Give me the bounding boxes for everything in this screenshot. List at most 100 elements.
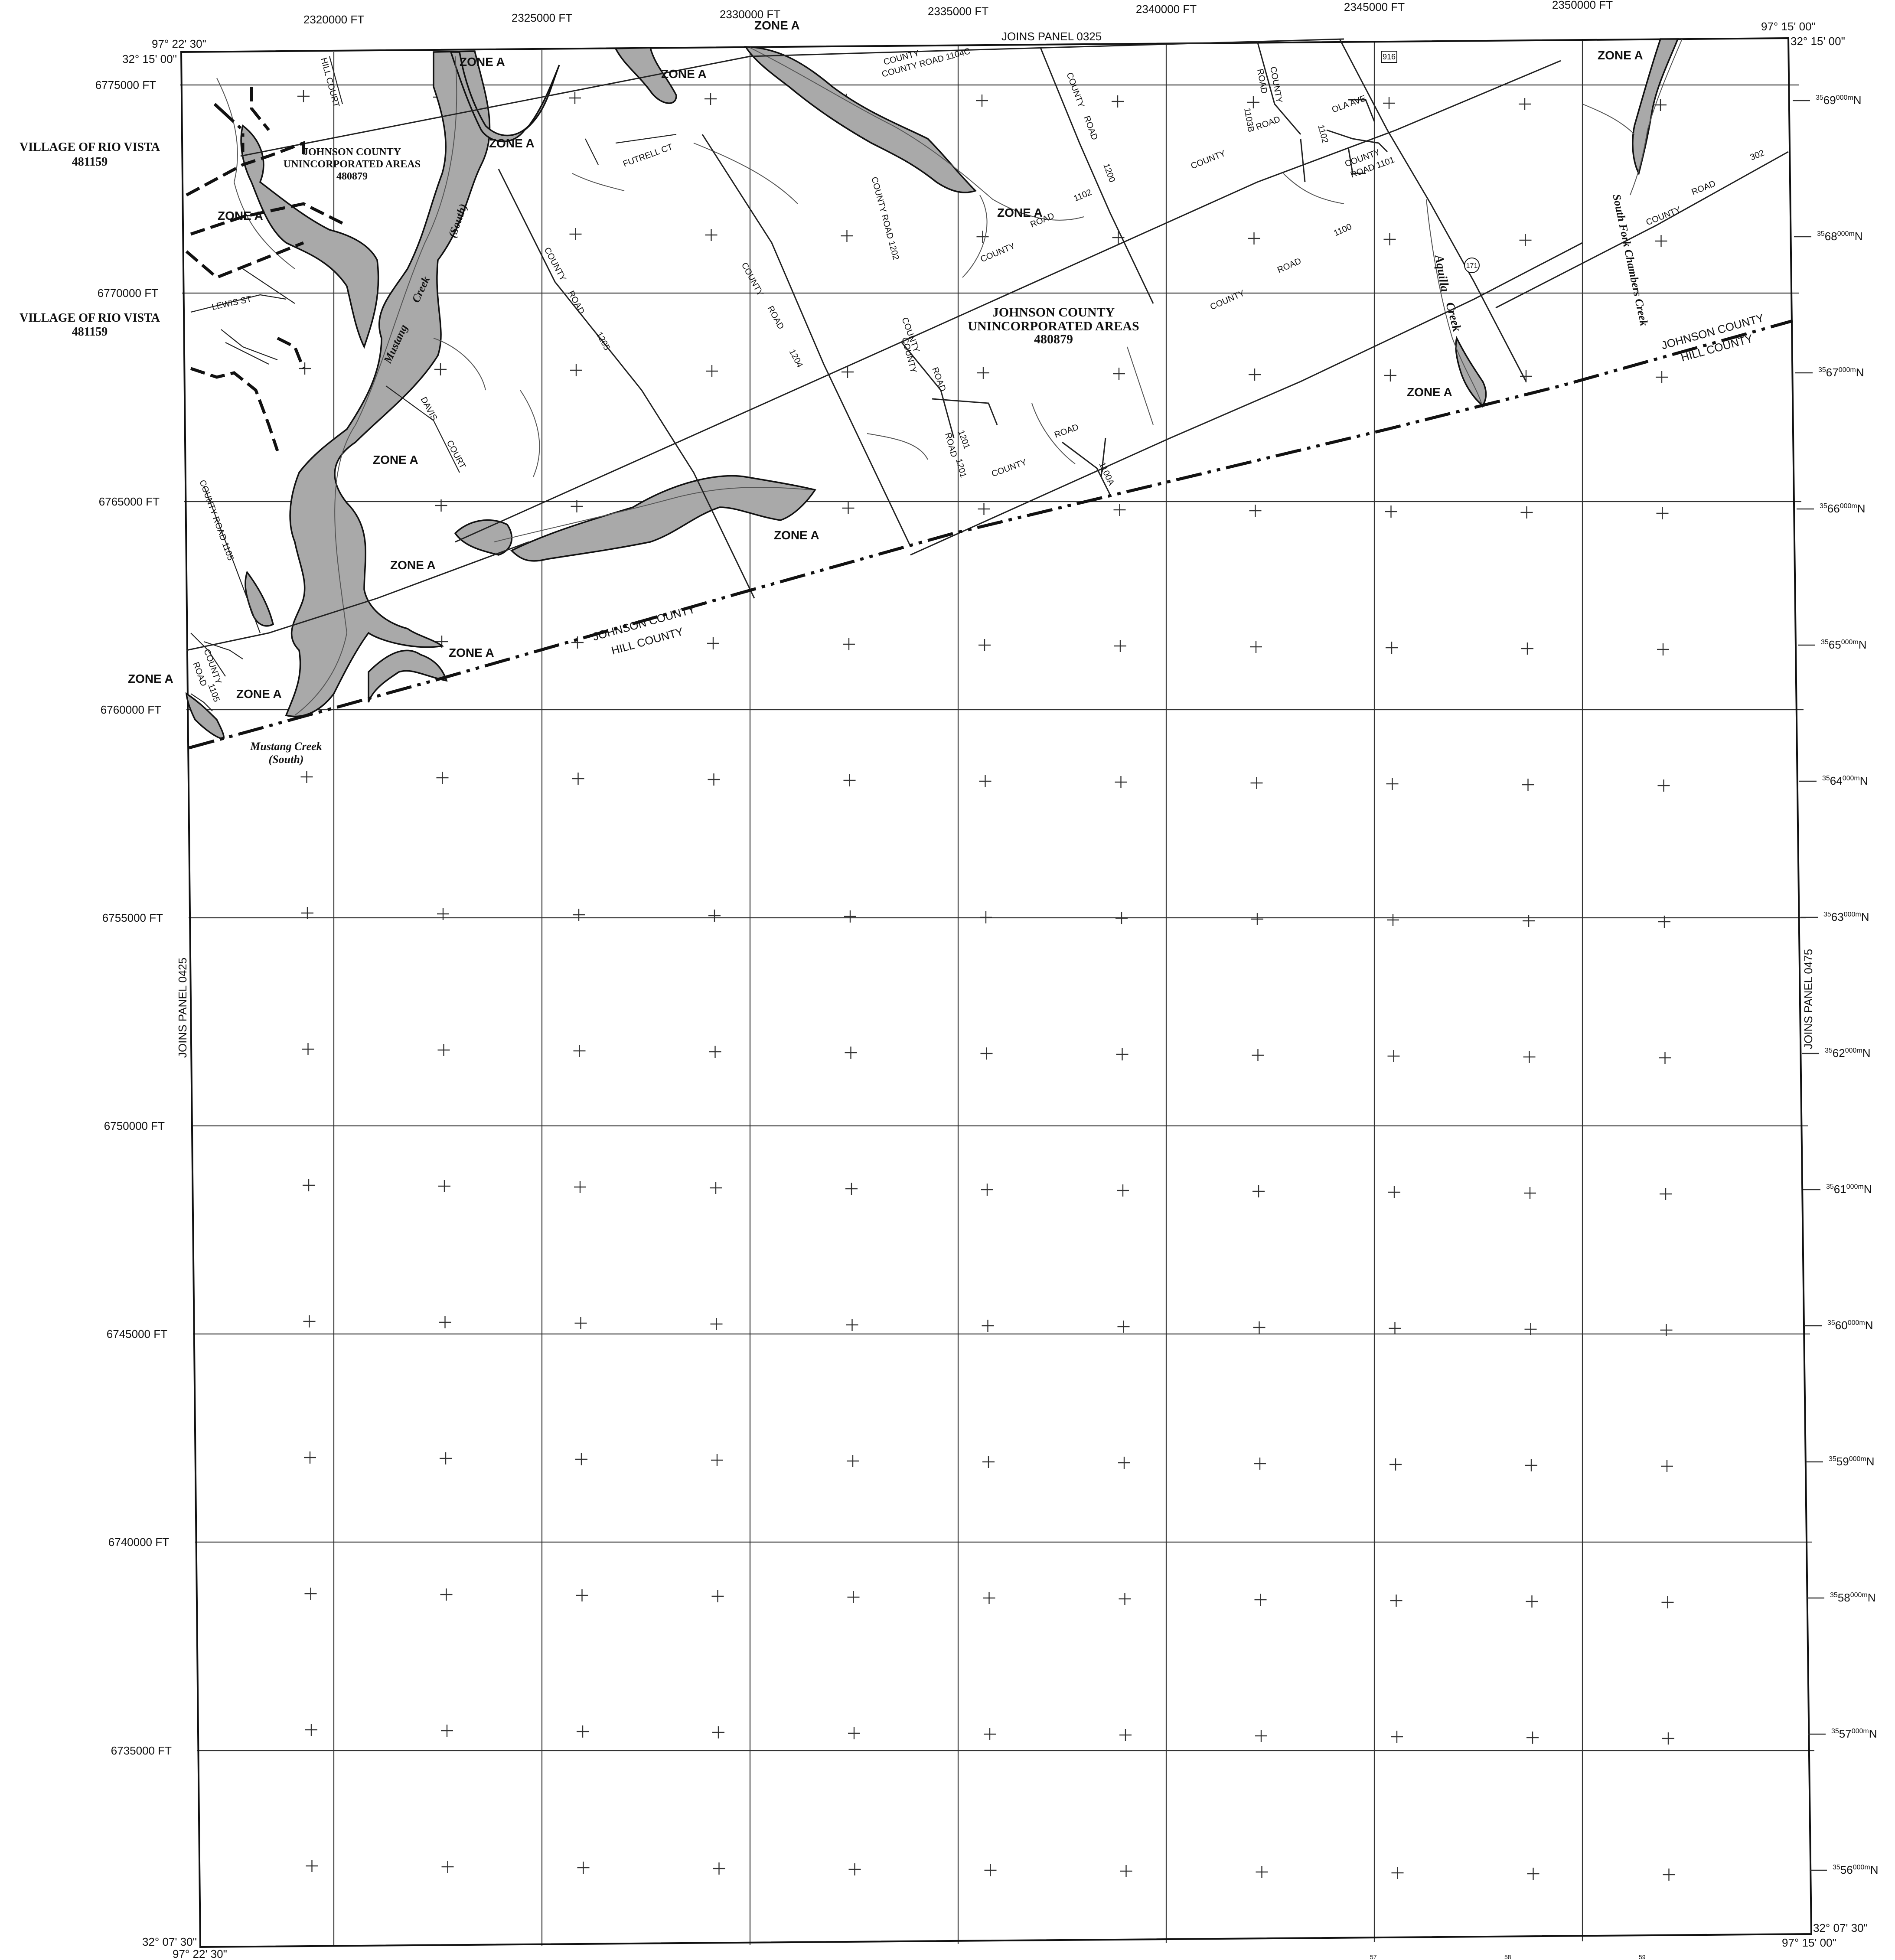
utm-cross-tick: [846, 1319, 858, 1331]
utm-cross-tick: [306, 1860, 318, 1872]
county-boundary: [189, 103, 1793, 750]
nw-longitude: 97° 22' 30": [152, 37, 206, 50]
highway-shields: 916 171: [1381, 51, 1480, 273]
utm-cross-tick: [437, 1044, 450, 1056]
utm-cross-tick: [1254, 1458, 1266, 1470]
south-branch-floodplain: [368, 649, 448, 703]
utm-cross-tick: [979, 775, 992, 787]
road-label: ROAD: [1053, 422, 1080, 440]
zone-labels: ZONE A ZONE A ZONE A ZONE A ZONE A ZONE …: [128, 19, 1643, 701]
utm-cross-tick: [1656, 371, 1668, 383]
utm-northing-label: 3556000mN: [1833, 1863, 1879, 1876]
zone-a-label: ZONE A: [460, 55, 505, 68]
utm-cross-tick: [1113, 368, 1125, 380]
easting-label: 2345000 FT: [1344, 0, 1405, 13]
utm-cross-tick: [1249, 505, 1262, 517]
utm-cross-tick: [1114, 640, 1126, 652]
utm-cross-tick: [978, 503, 990, 515]
zone-a-label: ZONE A: [128, 672, 173, 685]
stream-label: Aquilla: [1432, 253, 1452, 293]
utm-cross-tick: [710, 1318, 723, 1330]
utm-cross-tick: [706, 365, 718, 377]
community-name: UNINCORPORATED AREAS: [968, 319, 1139, 333]
utm-cross-tick: [844, 910, 856, 923]
highway-171-label: 171: [1466, 262, 1478, 270]
northing-label: 6750000 FT: [104, 1119, 165, 1132]
ne-branch-floodplain: [744, 46, 977, 193]
road-label: HILL COURT: [319, 57, 341, 108]
utm-cross-tick: [1119, 1729, 1132, 1741]
zone-a-label: ZONE A: [661, 67, 707, 81]
northing-label: 6745000 FT: [107, 1327, 167, 1340]
road-label: 1103B: [1242, 107, 1256, 133]
utm-northing-label: 3564000mN: [1822, 774, 1868, 787]
utm-cross-tick: [1120, 1865, 1132, 1877]
stream-labels: Mustang Creek (South) Mustang Creek (Sou…: [250, 193, 1650, 766]
road-label: 1204: [787, 348, 805, 369]
zone-a-label: ZONE A: [489, 137, 535, 150]
flood-zones: [185, 38, 1679, 740]
utm-cross-tick: [1390, 1595, 1402, 1607]
utm-cross-tick: [708, 910, 721, 922]
zone-a-label: ZONE A: [218, 209, 263, 222]
utm-cross-tick: [1254, 1594, 1267, 1606]
road-label: 302: [1749, 148, 1766, 163]
utm-cross-tick: [1655, 235, 1667, 247]
utm-cross-tick: [1660, 1188, 1672, 1200]
utm-cross-tick: [1247, 96, 1259, 108]
utm-cross-tick: [577, 1725, 589, 1738]
utm-northing-label: 3558000mN: [1830, 1591, 1876, 1604]
utm-cross-tick: [708, 773, 720, 786]
utm-cross-tick: [435, 499, 447, 512]
utm-cross-tick: [299, 362, 311, 375]
se-latitude: 32° 07' 30": [1813, 1921, 1868, 1934]
utm-cross-tick: [574, 1181, 586, 1193]
utm-northing-label: 3563000mN: [1823, 910, 1869, 923]
streams: [216, 39, 1683, 716]
zone-a-label: ZONE A: [449, 646, 494, 659]
utm-cross-tick: [1113, 504, 1126, 516]
utm-cross-tick: [841, 230, 853, 242]
stream-label: (South): [269, 753, 304, 766]
bottom-partial-labels: 57 58 59: [1370, 1953, 1646, 1960]
join-panel-labels: JOINS PANEL 0325 JOINS PANEL 0425 JOINS …: [176, 30, 1815, 1058]
utm-cross-tick: [1524, 1323, 1537, 1335]
road-label: COUNTY ROAD 1202: [869, 176, 900, 261]
utm-cross-tick: [569, 92, 581, 104]
utm-cross-tick: [845, 1183, 858, 1195]
utm-cross-tick: [573, 1045, 586, 1057]
nw-latitude: 32° 15' 00": [122, 52, 177, 65]
utm-cross-tick: [436, 772, 449, 784]
utm-northing-label: 3567000mN: [1818, 366, 1864, 379]
utm-cross-tick: [1654, 99, 1667, 111]
utm-northing-labels: 3569000mN 3568000mN 3567000mN 3566000mN 3565…: [1793, 94, 1879, 1876]
zone-a-label: ZONE A: [1598, 49, 1643, 62]
utm-cross-tick: [1119, 1593, 1131, 1605]
utm-cross-tick: [711, 1590, 724, 1602]
utm-cross-tick: [1656, 507, 1669, 519]
corner-coordinates: 97° 22' 30" 32° 15' 00" 97° 15' 00" 32° …: [122, 20, 1868, 1960]
utm-cross-tick: [571, 500, 583, 512]
utm-cross-tick: [1524, 1187, 1536, 1199]
highway-916-label: 916: [1383, 52, 1396, 61]
utm-cross-tick: [713, 1862, 725, 1875]
road-label: COUNTY ROAD 1105: [197, 479, 235, 562]
community-id: 480879: [336, 171, 368, 182]
utm-cross-tick: [1248, 232, 1260, 245]
stream-label: South Fork Chambers Creek: [1610, 193, 1650, 327]
east-lobe-floodplain: [510, 475, 816, 562]
utm-cross-tick: [1387, 914, 1399, 926]
sw-latitude: 32° 07' 30": [142, 1935, 197, 1948]
road-labels: COUNTY COUNTY ROAD 1104C COUNTY ROAD 120…: [191, 46, 1766, 703]
road-label: ROAD: [1276, 256, 1303, 275]
road-label: ROAD: [766, 304, 786, 331]
utm-northing-label: 3568000mN: [1817, 230, 1863, 243]
zone-a-label: ZONE A: [1407, 385, 1452, 399]
northing-label: 6760000 FT: [101, 703, 161, 716]
utm-cross-tick: [1523, 915, 1535, 927]
utm-cross-tick: [1117, 1184, 1129, 1197]
utm-cross-tick: [976, 95, 988, 107]
utm-cross-tick: [705, 93, 717, 105]
community-name: JOHNSON COUNTY: [992, 305, 1115, 320]
utm-cross-tick: [978, 639, 991, 651]
